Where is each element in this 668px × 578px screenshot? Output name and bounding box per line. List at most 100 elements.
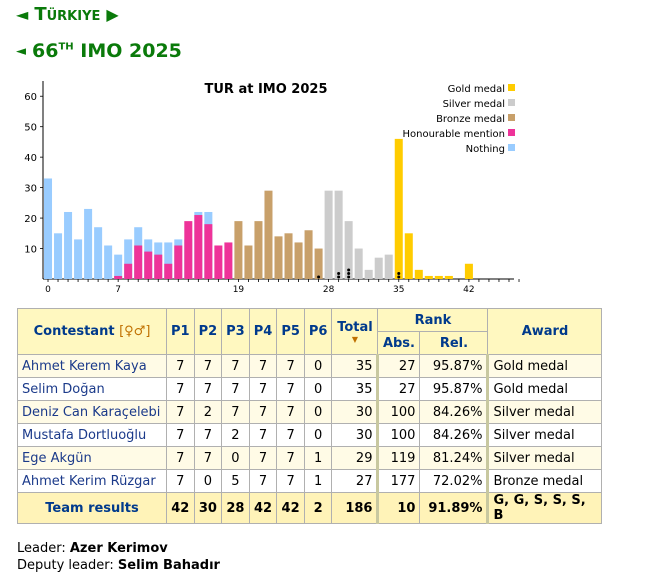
prev-country-arrow-icon[interactable]: ◄	[16, 5, 29, 24]
chart-bar	[314, 248, 323, 279]
problem-score: 7	[166, 446, 195, 470]
chart-bar	[214, 245, 223, 279]
x-tick-label: 0	[45, 285, 51, 294]
event-ordinal: 66	[32, 40, 59, 62]
country-link[interactable]: Türkiye	[34, 4, 101, 25]
team-problem-score: 2	[303, 492, 333, 524]
rel-rank: 95.87%	[419, 377, 489, 401]
contestant-header[interactable]: Contestant [♀♂]	[17, 308, 167, 355]
medal-distribution-chart: 10 20 30 40 50 60 0 7 19 28 35 42 TUR at IMO 2025 Gol…	[14, 74, 524, 294]
problem-score: 7	[166, 469, 195, 493]
contestant-name-link[interactable]: Selim Doğan	[17, 377, 167, 401]
event-nav: ◄ 66TH IMO 2025	[16, 40, 182, 62]
chart-bar	[134, 245, 143, 279]
chart-bar	[114, 275, 123, 279]
problem-score: 7	[221, 354, 250, 378]
problem-score: 7	[193, 446, 223, 470]
chart-bar	[374, 257, 383, 279]
contestant-name-link[interactable]: Deniz Can Karaçelebi	[17, 400, 167, 424]
problem-score: 0	[193, 469, 223, 493]
event-link[interactable]: 66TH IMO 2025	[32, 40, 182, 62]
legend-label: Bronze medal	[436, 114, 505, 125]
total-header[interactable]: Total ▼	[331, 308, 379, 355]
problem-score: 7	[248, 400, 278, 424]
x-tick-label: 19	[233, 285, 245, 294]
p2-header[interactable]: P2	[193, 308, 223, 355]
team-abs-rank: 10	[376, 492, 421, 524]
rank-header: Rank	[377, 308, 489, 332]
problem-score: 2	[193, 400, 223, 424]
y-tick-label: 30	[24, 184, 37, 195]
rel-rank: 81.24%	[419, 446, 489, 470]
legend-label: Honourable mention	[402, 129, 505, 140]
rel-rank: 72.02%	[419, 469, 489, 493]
chart-bar	[334, 190, 343, 279]
problem-score: 0	[303, 354, 333, 378]
rel-rank: 84.26%	[419, 400, 489, 424]
chart-bar	[94, 227, 103, 279]
chart-bar	[124, 263, 133, 279]
team-problem-score: 30	[193, 492, 223, 524]
p3-header[interactable]: P3	[221, 308, 250, 355]
table-row: Ahmet Kerim Rüzgar 7 0 5 7 7 1 27 177 72.02% Bronz…	[17, 469, 603, 493]
contestant-name-link[interactable]: Ege Akgün	[17, 446, 167, 470]
contestant-name-link[interactable]: Ahmet Kerem Kaya	[17, 354, 167, 378]
contestant-name-link[interactable]: Ahmet Kerim Rüzgar	[17, 469, 167, 493]
chart-bar	[174, 245, 183, 279]
team-score-marker	[397, 275, 401, 279]
problem-score: 7	[276, 423, 305, 447]
table-body: Ahmet Kerem Kaya 7 7 7 7 7 0 35 27 95.87% Gold med…	[17, 354, 603, 524]
next-country-arrow-icon[interactable]: ▶	[106, 5, 119, 24]
chart-bar	[464, 263, 473, 279]
legend-swatch	[508, 99, 515, 106]
contestant-name-link[interactable]: Mustafa Dortluoğlu	[17, 423, 167, 447]
problem-score: 7	[276, 469, 305, 493]
abs-rank: 27	[376, 354, 421, 378]
rel-rank: 84.26%	[419, 423, 489, 447]
results-table: Contestant [♀♂] P1 P2 P3 P4 P5 P6 Total ▼…	[17, 308, 603, 524]
chart-bar	[164, 242, 173, 279]
problem-score: 2	[221, 423, 250, 447]
chart-bar	[324, 190, 333, 279]
x-tick-label: 7	[115, 285, 121, 294]
deputy-leader-label: Deputy leader:	[17, 558, 114, 573]
total-score: 29	[331, 446, 379, 470]
award-cell: Silver medal	[486, 446, 603, 470]
p4-header[interactable]: P4	[248, 308, 278, 355]
x-tick-label: 35	[393, 285, 404, 294]
team-total: 186	[331, 492, 379, 524]
problem-score: 5	[221, 469, 250, 493]
chart-bar	[424, 275, 433, 279]
chart-bar	[404, 233, 413, 279]
abs-rank-header[interactable]: Abs.	[377, 331, 421, 355]
x-tick-label: 28	[323, 285, 335, 294]
chart-bar	[284, 233, 293, 279]
team-score-marker	[337, 275, 341, 279]
chart-bar	[44, 178, 53, 279]
p6-header[interactable]: P6	[303, 308, 333, 355]
problem-score: 0	[303, 377, 333, 401]
chart-bar	[414, 269, 423, 279]
chart-bar	[244, 245, 253, 279]
team-score-marker	[347, 268, 351, 272]
deputy-leader-line: Deputy leader: Selim Bahadır	[17, 557, 220, 574]
table-row: Ahmet Kerem Kaya 7 7 7 7 7 0 35 27 95.87% Gold med…	[17, 354, 603, 378]
problem-score: 7	[276, 354, 305, 378]
chart-bar	[304, 230, 313, 279]
problem-score: 7	[248, 423, 278, 447]
rel-rank-header[interactable]: Rel.	[419, 331, 489, 355]
problem-score: 7	[193, 423, 223, 447]
leader-name: Azer Kerimov	[69, 541, 168, 556]
table-row: Ege Akgün 7 7 0 7 7 1 29 119 81.24% Silver medal	[17, 446, 603, 470]
problem-score: 7	[248, 377, 278, 401]
chart-bar	[254, 221, 263, 279]
legend-swatch	[508, 129, 515, 136]
prev-event-arrow-icon[interactable]: ◄	[16, 43, 26, 59]
award-header[interactable]: Award	[487, 308, 603, 355]
abs-rank: 100	[376, 423, 421, 447]
legend-label: Gold medal	[448, 84, 505, 95]
p5-header[interactable]: P5	[276, 308, 305, 355]
total-score: 35	[331, 354, 379, 378]
p1-header[interactable]: P1	[166, 308, 195, 355]
team-score-marker	[347, 272, 351, 275]
